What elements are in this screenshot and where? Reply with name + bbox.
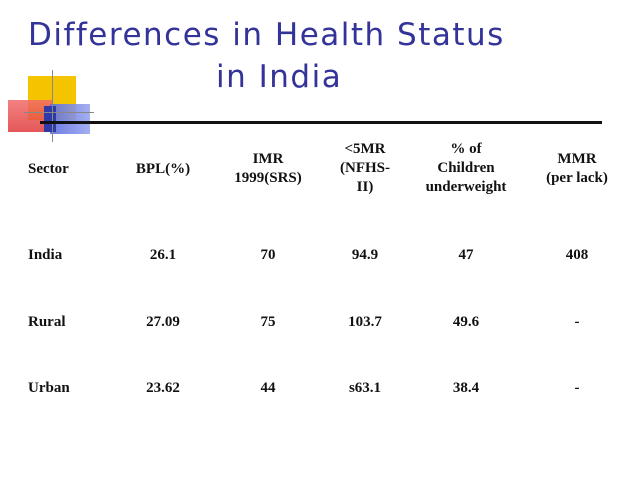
row-3-bpl: 23.62 xyxy=(146,380,180,396)
title-line-1: Differences in Health Status xyxy=(28,17,505,53)
row-2-u5mr: 103.7 xyxy=(348,314,382,330)
row-3-u5mr: s63.1 xyxy=(348,380,382,396)
row-1-u5mr: 94.9 xyxy=(351,247,379,263)
slide-title: Differences in Health Status in India xyxy=(20,14,620,98)
row-2-imr: 75 xyxy=(260,314,276,330)
row-1-imr: 70 xyxy=(260,247,276,263)
row-3-underweight: 38.4 xyxy=(452,380,480,396)
header-mmr: MMR (per lack) xyxy=(546,151,608,186)
title-underline xyxy=(40,121,602,124)
header-bpl: BPL(%) xyxy=(135,161,191,177)
row-2-underweight: 49.6 xyxy=(452,314,480,330)
header-underweight: % of Children underweight xyxy=(425,141,507,195)
row-1-mmr: 408 xyxy=(565,247,589,263)
decorative-vertical-line xyxy=(52,70,53,142)
header-u5mr: <5MR (NFHS- II) xyxy=(340,141,390,195)
row-3-sector: Urban xyxy=(28,380,70,396)
row-3-mmr: - xyxy=(574,380,580,396)
row-1-bpl: 26.1 xyxy=(149,247,177,263)
row-2-bpl: 27.09 xyxy=(146,314,180,330)
decorative-blue-square xyxy=(50,104,90,134)
title-line-2: in India xyxy=(216,59,343,95)
row-1-sector: India xyxy=(28,247,63,263)
header-sector: Sector xyxy=(28,161,69,177)
row-2-sector: Rural xyxy=(28,314,66,330)
row-1-underweight: 47 xyxy=(458,247,474,263)
header-imr: IMR 1999(SRS) xyxy=(234,151,302,186)
decorative-horizontal-line xyxy=(24,112,94,113)
row-2-mmr: - xyxy=(574,314,580,330)
decorative-navy-bar xyxy=(44,106,56,132)
row-3-imr: 44 xyxy=(260,380,276,396)
